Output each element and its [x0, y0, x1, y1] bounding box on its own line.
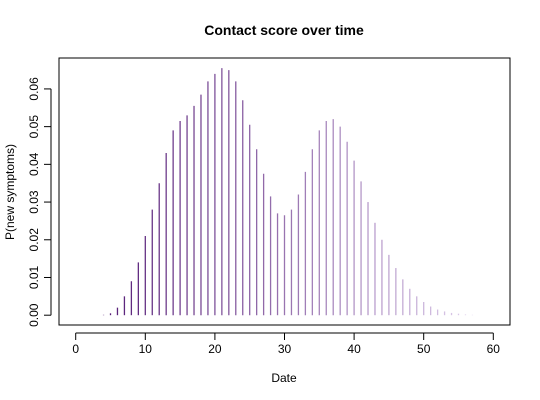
x-axis: 0 10 20 30 40 50 60: [72, 332, 501, 356]
y-axis-label: P(new symptoms): [3, 144, 17, 240]
x-tick-label: 50: [417, 342, 431, 356]
y-tick-label: 0.00: [27, 303, 41, 327]
y-tick-label: 0.01: [27, 265, 41, 289]
y-tick-label: 0.04: [27, 152, 41, 176]
x-tick-label: 30: [278, 342, 292, 356]
y-tick-label: 0.03: [27, 190, 41, 214]
y-tick-label: 0.02: [27, 228, 41, 252]
bars-group: [102, 68, 474, 316]
y-tick-label: 0.05: [27, 115, 41, 139]
chart-title: Contact score over time: [204, 22, 364, 38]
y-tick-label: 0.06: [27, 77, 41, 101]
x-tick-label: 60: [487, 342, 501, 356]
x-axis-label: Date: [271, 371, 297, 385]
x-tick-label: 0: [72, 342, 79, 356]
y-axis: 0.00 0.01 0.02 0.03 0.04 0.05 0.06: [27, 77, 52, 327]
x-tick-label: 40: [347, 342, 361, 356]
x-tick-label: 10: [139, 342, 153, 356]
x-tick-label: 20: [208, 342, 222, 356]
plot-area: [58, 57, 511, 326]
